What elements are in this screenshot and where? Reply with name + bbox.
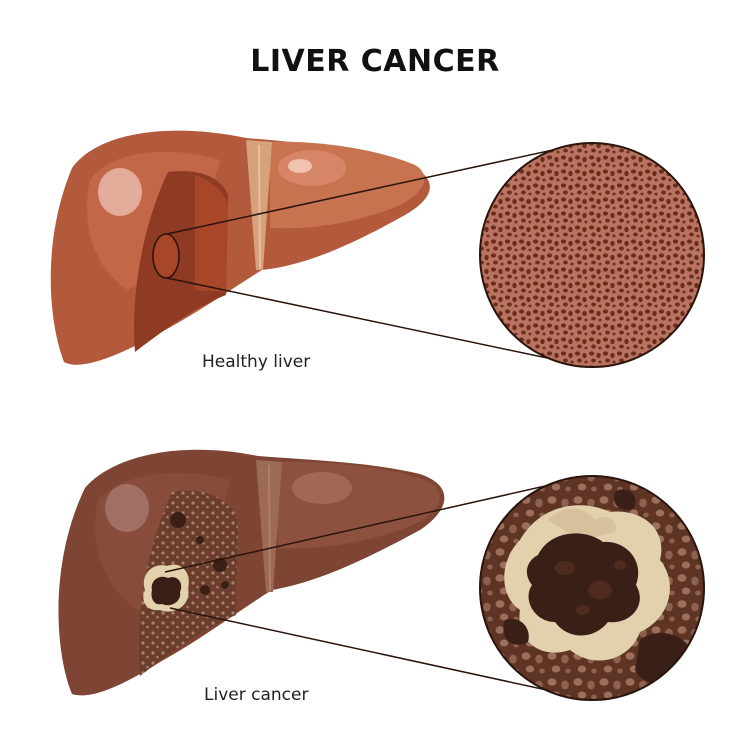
diagram-title: LIVER CANCER — [250, 44, 500, 79]
cancer-tissue-magnified — [479, 475, 705, 701]
healthy-tissue-magnified — [479, 142, 705, 368]
cancer-liver — [58, 449, 445, 696]
healthy-sample-marker — [152, 233, 180, 279]
liver-cancer-label: Liver cancer — [204, 685, 309, 705]
healthy-zoom-lines — [166, 142, 591, 368]
cancer-zoom-lines — [164, 476, 589, 700]
healthy-liver-label: Healthy liver — [202, 352, 311, 372]
healthy-liver — [50, 130, 430, 365]
